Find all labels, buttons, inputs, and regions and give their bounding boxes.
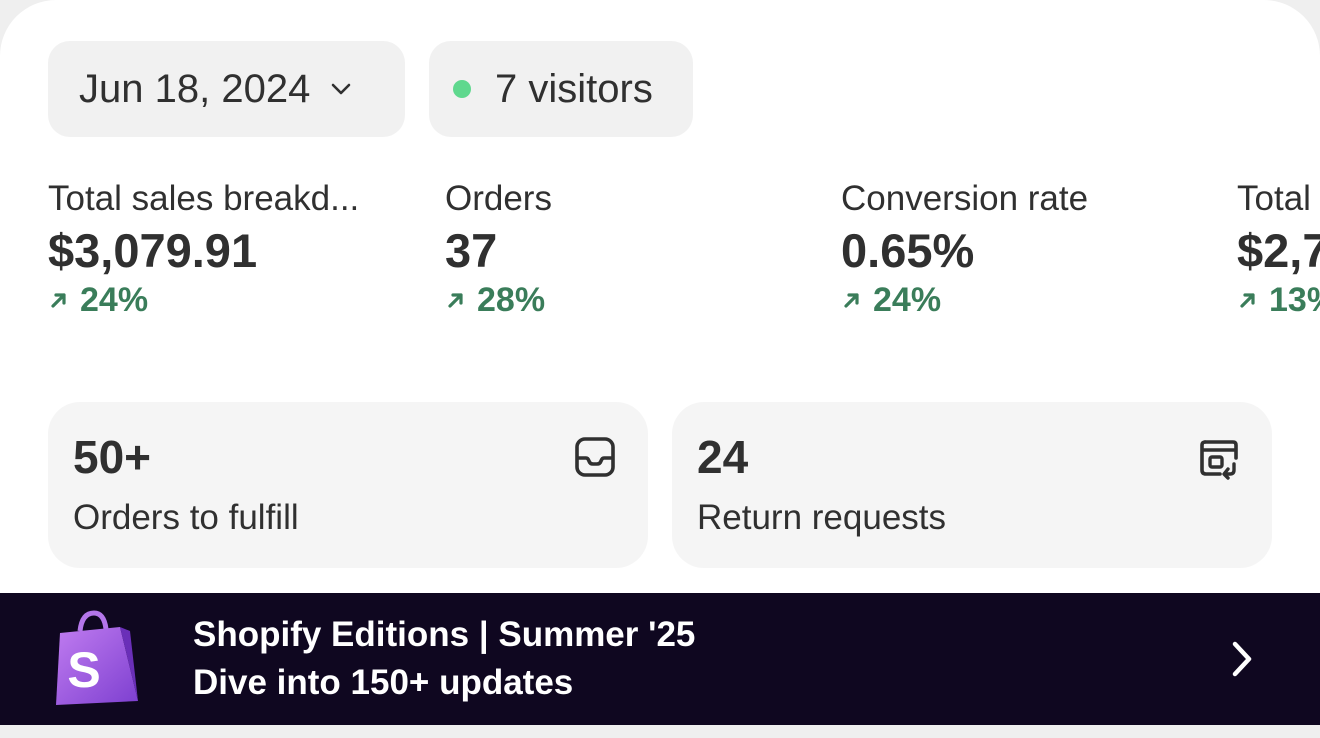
metric-label: Total sales breakd... bbox=[48, 179, 360, 218]
shopify-editions-banner[interactable]: S Shopify Editions | Summer '25 Dive int… bbox=[0, 593, 1320, 725]
banner-subtitle: Dive into 150+ updates bbox=[193, 663, 574, 702]
metric-change-value: 28% bbox=[477, 281, 546, 319]
orders-to-fulfill-card[interactable]: 50+ Orders to fulfill bbox=[48, 402, 648, 568]
live-visitors-button[interactable]: 7 visitors bbox=[429, 41, 693, 137]
metric-label: Total bbox=[1237, 179, 1311, 218]
task-count: 50+ bbox=[73, 431, 152, 483]
metric-change: 24% bbox=[48, 280, 408, 320]
arrow-up-right-icon bbox=[51, 293, 66, 308]
chevron-right-icon bbox=[1232, 641, 1252, 677]
arrow-up-right-icon bbox=[448, 293, 463, 308]
metric-total-sales[interactable]: Total sales breakd... $3,079.91 24% bbox=[48, 178, 408, 320]
task-label: Orders to fulfill bbox=[73, 498, 299, 537]
metric-label: Orders bbox=[445, 179, 552, 218]
arrow-up-right-icon bbox=[1240, 293, 1255, 308]
metric-value: 37 bbox=[445, 224, 498, 277]
metric-label: Conversion rate bbox=[841, 179, 1089, 218]
return-box-icon bbox=[1200, 440, 1238, 480]
metric-value: 0.65% bbox=[841, 224, 975, 277]
metric-conversion-rate[interactable]: Conversion rate 0.65% 24% bbox=[841, 178, 1201, 320]
banner-title: Shopify Editions | Summer '25 bbox=[193, 615, 696, 654]
date-label: Jun 18, 2024 bbox=[79, 66, 311, 111]
metric-change: 24% bbox=[841, 280, 1201, 320]
home-card: Jun 18, 2024 7 visitors Total sales brea… bbox=[0, 0, 1320, 593]
task-count: 24 bbox=[697, 431, 749, 483]
visitors-label: 7 visitors bbox=[495, 66, 653, 111]
metric-total-partial[interactable]: Total $2,7 13% bbox=[1237, 178, 1320, 320]
inbox-icon bbox=[575, 437, 615, 477]
chevron-down-icon bbox=[332, 83, 351, 95]
metric-value: $3,079.91 bbox=[48, 224, 258, 277]
date-picker-button[interactable]: Jun 18, 2024 bbox=[48, 41, 405, 137]
arrow-up-right-icon bbox=[844, 293, 859, 308]
return-requests-card[interactable]: 24 Return requests bbox=[672, 402, 1272, 568]
metric-orders[interactable]: Orders 37 28% bbox=[445, 178, 805, 320]
task-label: Return requests bbox=[697, 498, 947, 537]
metric-change-value: 13% bbox=[1269, 281, 1320, 319]
metrics-carousel[interactable]: Total sales breakd... $3,079.91 24% Orde… bbox=[48, 178, 1320, 328]
live-status-dot bbox=[453, 80, 471, 98]
metric-value: $2,7 bbox=[1237, 224, 1320, 277]
shopify-logo-letter: S bbox=[67, 642, 100, 698]
metric-change-value: 24% bbox=[873, 281, 942, 319]
metric-change: 28% bbox=[445, 280, 805, 320]
shopify-bag-logo: S bbox=[56, 610, 138, 705]
metric-change-value: 24% bbox=[80, 281, 149, 319]
metric-change: 13% bbox=[1237, 280, 1320, 320]
